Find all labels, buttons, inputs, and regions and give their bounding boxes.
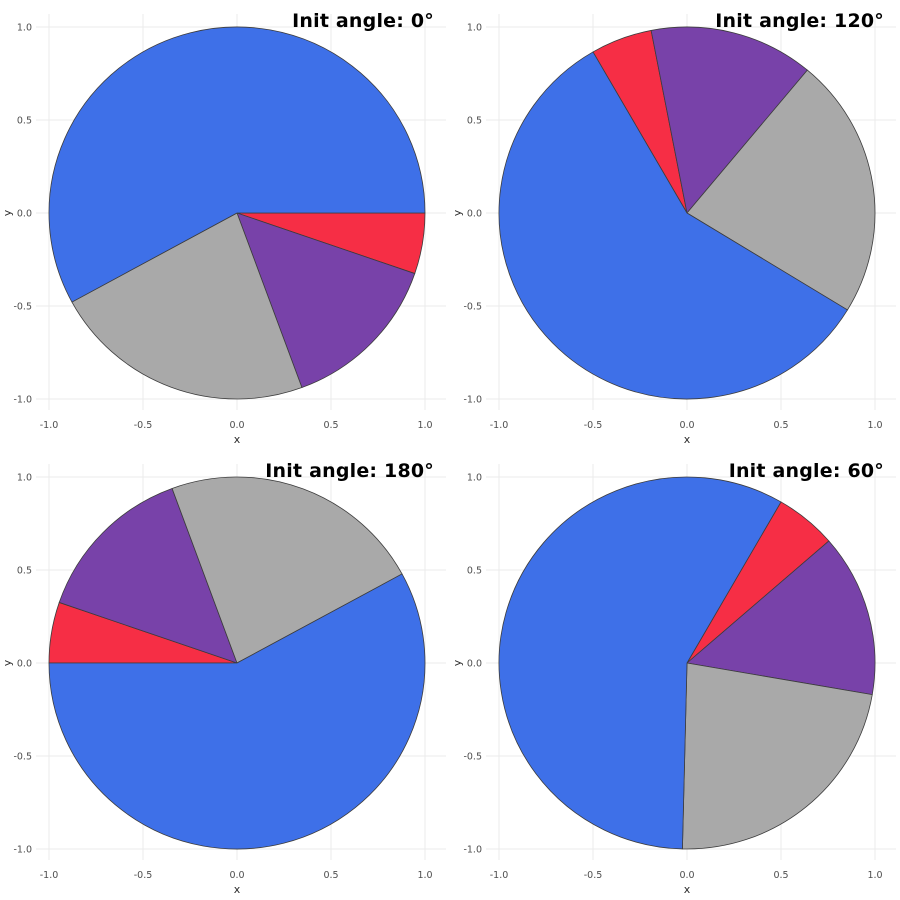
x-tick-label: 0.0 [229, 420, 244, 431]
x-tick-label: -0.5 [584, 870, 603, 881]
subplot-init-angle-0: -1.0 -0.5 0.0 0.5 1.0 1.0 0.5 0.0 -0.5 -1.0 x y Ini… [0, 0, 450, 450]
x-axis-label: x [684, 883, 691, 896]
y-axis-label: y [1, 659, 14, 666]
x-tick-label: 0.5 [323, 870, 338, 881]
y-axis-label: y [1, 209, 14, 216]
subplot-title: Init angle: 60° [728, 460, 884, 482]
x-tick-label: -0.5 [134, 870, 153, 881]
pie-slice [686, 540, 876, 696]
pie-slice [58, 488, 238, 664]
pie-slice [650, 26, 808, 214]
x-tick-label: 1.0 [417, 420, 432, 431]
x-tick-label: -1.0 [490, 420, 509, 431]
x-tick-label: -1.0 [40, 420, 59, 431]
x-tick-label: -0.5 [584, 420, 603, 431]
subplot-init-angle-120: -1.0 -0.5 0.0 0.5 1.0 1.0 0.5 0.0 -0.5 -1.0 x y Ini… [450, 0, 900, 450]
y-tick-label: 1.0 [17, 23, 32, 34]
x-tick-label: -1.0 [40, 870, 59, 881]
y-tick-label: -1.0 [463, 395, 482, 406]
pie-chart-canvas: -1.0 -0.5 0.0 0.5 1.0 1.0 0.5 0.0 -0.5 -1.0 x y [451, 464, 896, 896]
y-tick-label: -0.5 [13, 752, 32, 763]
y-axis-label: y [451, 659, 464, 666]
x-tick-label: 0.5 [773, 420, 788, 431]
y-tick-label: 1.0 [467, 473, 482, 484]
y-tick-label: 0.0 [467, 659, 482, 670]
pie-slice [686, 69, 876, 311]
pie-slice [48, 26, 426, 303]
y-tick-label: 0.5 [17, 116, 32, 127]
x-axis-label: x [234, 433, 241, 446]
pie-slice [48, 573, 426, 850]
pie-chart-canvas: -1.0 -0.5 0.0 0.5 1.0 1.0 0.5 0.0 -0.5 -1.0 x y [451, 14, 896, 446]
x-tick-label: 0.0 [679, 870, 694, 881]
pie-chart-canvas: -1.0 -0.5 0.0 0.5 1.0 1.0 0.5 0.0 -0.5 -1.0 x y [1, 14, 446, 446]
y-tick-label: -1.0 [13, 845, 32, 856]
y-axis-label: y [451, 209, 464, 216]
y-tick-label: 1.0 [17, 473, 32, 484]
y-tick-label: -0.5 [13, 302, 32, 313]
subplot-title: Init angle: 120° [715, 10, 884, 32]
subplot-title: Init angle: 180° [265, 460, 434, 482]
pie-chart-canvas: -1.0 -0.5 0.0 0.5 1.0 1.0 0.5 0.0 -0.5 -1.0 x y [1, 464, 446, 896]
x-tick-label: 0.5 [773, 870, 788, 881]
y-tick-label: 0.0 [17, 209, 32, 220]
x-tick-label: 1.0 [867, 420, 882, 431]
x-tick-label: 1.0 [417, 870, 432, 881]
y-tick-label: -0.5 [463, 302, 482, 313]
subplot-init-angle-180: -1.0 -0.5 0.0 0.5 1.0 1.0 0.5 0.0 -0.5 -1.0 x y Ini… [0, 450, 450, 900]
pie-slice [498, 51, 848, 400]
y-tick-label: 1.0 [467, 23, 482, 34]
pie-slice [682, 662, 873, 850]
x-tick-label: 0.5 [323, 420, 338, 431]
pie-slice [71, 212, 303, 400]
y-tick-label: -0.5 [463, 752, 482, 763]
y-tick-label: 0.0 [17, 659, 32, 670]
x-axis-label: x [684, 433, 691, 446]
x-tick-label: -0.5 [134, 420, 153, 431]
x-tick-label: -1.0 [490, 870, 509, 881]
x-tick-label: 0.0 [679, 420, 694, 431]
y-tick-label: 0.0 [467, 209, 482, 220]
x-tick-label: 1.0 [867, 870, 882, 881]
y-tick-label: 0.5 [17, 566, 32, 577]
y-tick-label: 0.5 [467, 566, 482, 577]
subplot-title: Init angle: 0° [292, 10, 434, 32]
x-axis-label: x [234, 883, 241, 896]
x-tick-label: 0.0 [229, 870, 244, 881]
y-tick-label: -1.0 [13, 395, 32, 406]
pie-slice [236, 212, 416, 388]
subplot-init-angle-60: -1.0 -0.5 0.0 0.5 1.0 1.0 0.5 0.0 -0.5 -1.0 x y Ini… [450, 450, 900, 900]
y-tick-label: -1.0 [463, 845, 482, 856]
pie-slice [171, 476, 403, 664]
y-tick-label: 0.5 [467, 116, 482, 127]
pie-slice [498, 476, 782, 850]
